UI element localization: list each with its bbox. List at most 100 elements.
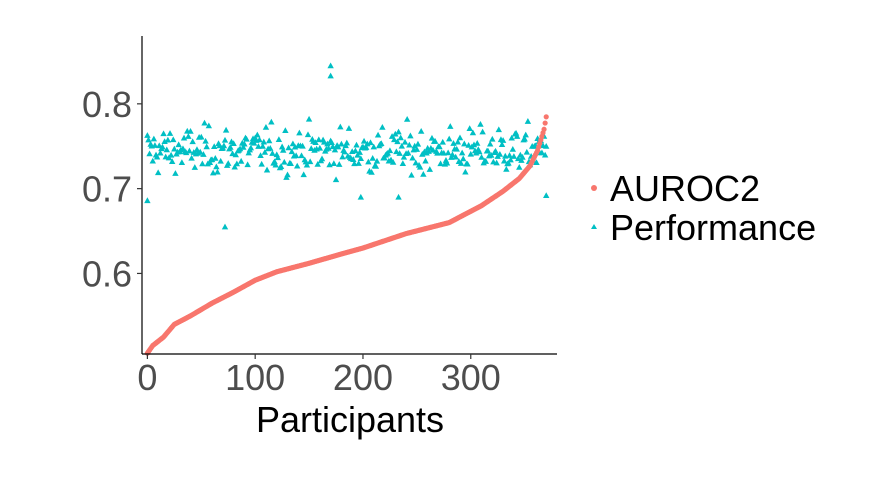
performance-point xyxy=(240,144,247,150)
performance-point xyxy=(265,137,273,144)
performance-point xyxy=(303,161,311,168)
performance-point xyxy=(260,138,268,145)
performance-point xyxy=(154,169,162,176)
performance-point xyxy=(268,118,275,125)
performance-point xyxy=(507,156,514,163)
performance-point xyxy=(160,130,167,137)
performance-point xyxy=(294,162,301,169)
performance-point xyxy=(334,143,342,150)
performance-point xyxy=(217,157,224,164)
performance-point xyxy=(161,138,168,145)
performance-point xyxy=(357,155,365,161)
auroc2-point xyxy=(543,114,549,120)
performance-point xyxy=(422,157,429,164)
performance-point xyxy=(379,123,386,130)
performance-point xyxy=(327,72,334,79)
performance-point xyxy=(230,140,237,147)
performance-point xyxy=(519,153,526,160)
performance-point xyxy=(408,171,415,178)
performance-point xyxy=(275,136,283,143)
performance-point xyxy=(513,133,521,139)
performance-point xyxy=(262,123,270,130)
x-tick-label: 200 xyxy=(333,357,393,398)
performance-point xyxy=(284,171,291,178)
performance-point xyxy=(412,159,419,166)
performance-point xyxy=(269,150,276,156)
performance-point xyxy=(221,223,229,230)
performance-point xyxy=(447,123,454,129)
performance-point xyxy=(150,135,158,142)
performance-point xyxy=(287,160,294,167)
performance-point xyxy=(316,144,324,151)
performance-point xyxy=(446,135,453,142)
performance-point xyxy=(200,151,207,157)
performance-point xyxy=(267,144,274,151)
performance-point xyxy=(331,146,339,153)
performance-point xyxy=(524,118,532,124)
performance-point xyxy=(343,139,351,146)
performance-point xyxy=(163,146,170,153)
performance-point xyxy=(357,193,365,200)
performance-point xyxy=(258,160,265,167)
performance-point xyxy=(479,128,486,135)
x-tick-label: 300 xyxy=(441,357,501,398)
performance-point xyxy=(350,156,357,162)
performance-point xyxy=(478,153,485,160)
performance-point xyxy=(282,127,289,134)
performance-point xyxy=(351,160,358,167)
performance-point xyxy=(306,158,314,165)
performance-point xyxy=(281,158,288,165)
performance-point xyxy=(170,136,177,143)
performance-point xyxy=(222,126,230,133)
performance-point xyxy=(466,125,473,131)
performance-point xyxy=(198,133,205,140)
performance-point xyxy=(367,139,374,146)
performance-point xyxy=(543,142,550,149)
performance-point xyxy=(413,146,421,152)
performance-point xyxy=(203,143,210,150)
performance-point xyxy=(191,164,199,170)
performance-point xyxy=(263,166,271,173)
performance-point xyxy=(180,134,188,141)
performance-point xyxy=(193,146,201,152)
performance-point xyxy=(360,137,368,144)
performance-point xyxy=(368,168,375,175)
performance-point xyxy=(388,133,396,139)
performance-point xyxy=(353,141,360,148)
performance-point xyxy=(533,159,540,166)
performance-point xyxy=(416,163,424,170)
performance-point xyxy=(500,157,508,164)
performance-point xyxy=(164,136,172,143)
performance-point xyxy=(305,115,313,122)
performance-point xyxy=(456,134,464,141)
performance-point xyxy=(411,142,418,149)
auroc2-point xyxy=(542,120,548,126)
performance-point xyxy=(508,134,515,141)
performance-point xyxy=(247,144,255,151)
performance-point xyxy=(495,126,502,133)
performance-point xyxy=(482,158,490,164)
performance-point xyxy=(241,140,248,147)
performance-point xyxy=(512,129,520,136)
performance-point xyxy=(374,131,382,138)
performance-point xyxy=(436,143,443,150)
performance-point xyxy=(369,154,376,161)
performance-point xyxy=(213,163,220,170)
performance-point xyxy=(372,162,380,169)
performance-point xyxy=(227,144,234,150)
performance-point xyxy=(231,163,238,170)
performance-point xyxy=(458,149,466,156)
performance-point xyxy=(417,127,425,134)
performance-point xyxy=(202,137,209,144)
performance-point xyxy=(469,129,477,136)
performance-point xyxy=(541,151,549,158)
performance-point xyxy=(245,149,252,156)
performance-point xyxy=(543,192,550,198)
performance-point xyxy=(462,168,469,175)
performance-point xyxy=(352,147,359,154)
performance-point xyxy=(378,140,385,147)
performance-point xyxy=(330,160,338,167)
performance-point xyxy=(506,152,513,158)
performance-point xyxy=(538,149,546,156)
